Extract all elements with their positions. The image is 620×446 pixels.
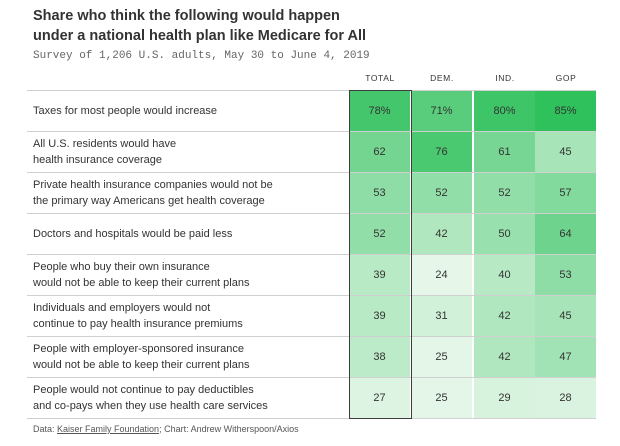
heatmap-cell: 64 (535, 214, 596, 254)
heatmap-cell: 25 (411, 378, 472, 418)
heatmap-cell: 47 (535, 337, 596, 377)
chart-title: Share who think the following would happ… (33, 8, 367, 44)
heatmap-cell: 52 (474, 173, 535, 213)
heatmap-cell: 29 (474, 378, 535, 418)
source-note: Data: Kaiser Family Foundation; Chart: A… (33, 424, 299, 434)
heatmap-cell: 71% (411, 91, 472, 131)
heatmap-cell: 31 (411, 296, 472, 336)
row-label-line: People would not continue to pay deducti… (33, 383, 254, 396)
total-column-highlight (349, 90, 412, 419)
row-label-line: People with employer-sponsored insurance (33, 342, 244, 355)
row-divider (27, 172, 596, 173)
row-label-line: Doctors and hospitals would be paid less (33, 227, 233, 240)
heatmap-cell: 80% (474, 91, 535, 131)
row-divider (27, 418, 596, 419)
row-label-line: health insurance coverage (33, 153, 163, 166)
row-divider (27, 213, 596, 214)
row-label-line: Taxes for most people would increase (33, 104, 218, 117)
heatmap-cell: 42 (411, 214, 472, 254)
heatmap-cell: 52 (349, 214, 410, 254)
heatmap-cell: 78% (349, 91, 410, 131)
heatmap-cell: 40 (474, 255, 535, 295)
row-label-line: would not be able to keep their current … (33, 276, 250, 289)
column-header-dem: DEM. (430, 73, 454, 83)
row-label: People who buy their own insurance would … (33, 255, 338, 294)
column-header-total: TOTAL (365, 73, 395, 83)
row-label: Taxes for most people would increase (33, 91, 338, 130)
row-label-line: Private health insurance companies would… (33, 178, 273, 191)
heatmap-cell: 45 (535, 132, 596, 172)
heatmap-cell: 62 (349, 132, 410, 172)
heatmap-cell: 42 (474, 337, 535, 377)
row-divider (27, 90, 596, 91)
heatmap-cell: 39 (349, 255, 410, 295)
heatmap-cell: 57 (535, 173, 596, 213)
row-label-line: continue to pay health insurance premium… (33, 317, 243, 330)
heatmap-cell: 28 (535, 378, 596, 418)
row-label-line: and co-pays when they use health care se… (33, 399, 268, 412)
row-divider (27, 254, 596, 255)
row-label: Private health insurance companies would… (33, 173, 338, 212)
row-label-line: the primary way Americans get health cov… (33, 194, 265, 207)
heatmap-cell: 50 (474, 214, 535, 254)
source-link[interactable]: Kaiser Family Foundation (57, 424, 160, 434)
row-label-line: People who buy their own insurance (33, 260, 210, 273)
row-label-line: would not be able to keep their current … (33, 358, 250, 371)
row-divider (27, 377, 596, 378)
source-suffix: ; Chart: Andrew Witherspoon/Axios (159, 424, 299, 434)
row-label: Doctors and hospitals would be paid less (33, 214, 338, 253)
heatmap-cell: 52 (411, 173, 472, 213)
heatmap-cell: 61 (474, 132, 535, 172)
row-label: All U.S. residents would have health insu… (33, 132, 338, 171)
heatmap-cell: 38 (349, 337, 410, 377)
heatmap-cell: 53 (349, 173, 410, 213)
chart-subtitle: Survey of 1,206 U.S. adults, May 30 to J… (33, 50, 370, 62)
column-header-gop: GOP (555, 73, 577, 83)
heatmap-cell: 85% (535, 91, 596, 131)
heatmap-cell: 24 (411, 255, 472, 295)
row-label: People with employer-sponsored insurance… (33, 337, 338, 376)
heatmap-cell: 42 (474, 296, 535, 336)
heatmap-cell: 45 (535, 296, 596, 336)
heatmap-cell: 39 (349, 296, 410, 336)
row-label: Individuals and employers would not conti… (33, 296, 338, 335)
row-label-line: All U.S. residents would have (33, 137, 177, 150)
heatmap-cell: 76 (411, 132, 472, 172)
heatmap-cell: 53 (535, 255, 596, 295)
source-prefix: Data: (33, 424, 58, 434)
row-label: People would not continue to pay deducti… (33, 378, 338, 417)
row-divider (27, 295, 596, 296)
heatmap-cell: 25 (411, 337, 472, 377)
row-label-line: Individuals and employers would not (33, 301, 211, 314)
heatmap-cell: 27 (349, 378, 410, 418)
row-divider (27, 131, 596, 132)
row-divider (27, 336, 596, 337)
column-header-ind: IND. (495, 73, 515, 83)
